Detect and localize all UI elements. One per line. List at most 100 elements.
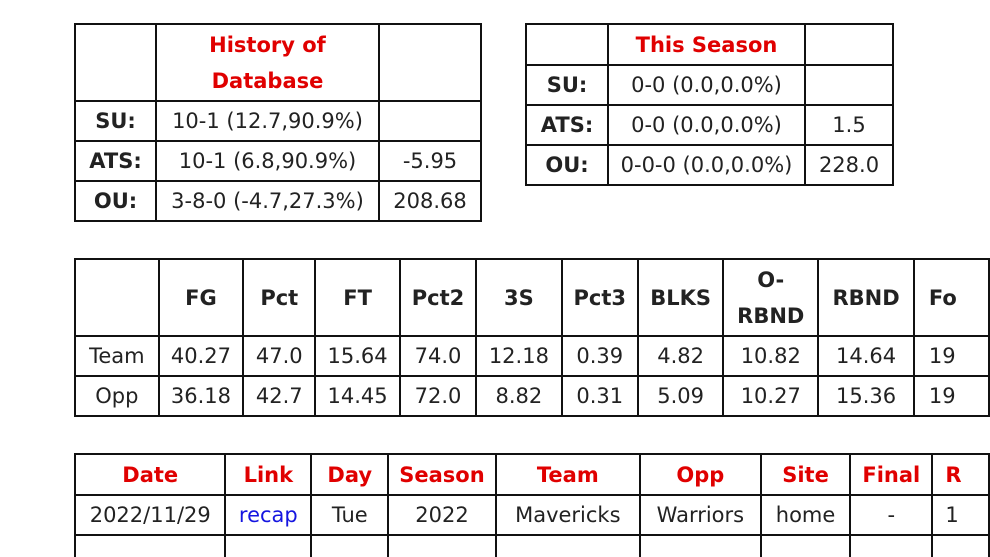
game-site: home [759,494,852,536]
extra-value [804,64,894,106]
stat-cell: 8.82 [475,375,563,417]
game-row: 114- [73,534,990,557]
orbnd-line1: O- [757,267,785,292]
game-r: 1 [931,494,990,536]
stat-cell: 10.27 [722,375,820,417]
stat-cell: 14.45 [314,375,401,417]
stat-cell: 0.31 [560,375,639,417]
stats-row-label: Opp [74,375,160,417]
history-title-line1: History of [209,32,326,57]
record-value: 0-0-0 (0.0,0.0%) [607,144,806,186]
history-title: History of Database [155,23,380,102]
history-table: History of Database SU: 10-1 (12.7,90.9%… [74,23,482,222]
game-day [310,534,390,557]
season-extra-header [804,23,894,66]
stat-cell: 74.0 [398,335,478,377]
game-r [931,534,990,557]
recap-link[interactable]: recap [224,494,313,536]
history-row-ou: OU: 3-8-0 (-4.7,27.3%) 208.68 [74,180,482,222]
games-header-final: Final [849,453,934,496]
row-label: ATS: [525,104,609,146]
game-day: Tue [310,494,390,536]
stats-header-blks: BLKS [636,258,725,337]
games-header-season: Season [387,453,497,496]
stats-header-rbnd: RBND [817,258,915,337]
stats-header-ft: FT [314,258,401,337]
orbnd-line2: RBND [737,303,805,328]
stat-cell: 40.27 [157,335,245,377]
season-table: This Season SU: 0-0 (0.0,0.0%) ATS: 0-0 … [525,23,894,186]
row-label: SU: [525,64,609,106]
games-header-day: Day [310,453,390,496]
season-title: This Season [607,23,806,66]
stat-cell: 14.64 [817,335,915,377]
stats-row-label: Team [74,335,160,377]
games-header-opp: Opp [638,453,762,496]
record-value: 10-1 (12.7,90.9%) [155,100,380,142]
stat-cell: 5.09 [636,375,725,417]
season-row-su: SU: 0-0 (0.0,0.0%) [525,64,894,106]
recap-link [224,534,313,557]
stats-header-fo: Fo [912,258,990,337]
game-final: - [849,494,934,536]
stats-header-3s: 3S [475,258,563,337]
stats-header-row: FG Pct FT Pct2 3S Pct3 BLKS O- RBND RBND… [74,258,990,337]
history-title-line2: Database [211,68,324,93]
game-team [494,534,641,557]
record-value: 10-1 (6.8,90.9%) [155,140,380,182]
extra-value: 208.68 [378,180,482,222]
stat-cell: 4.82 [636,335,725,377]
game-date: 2022/11/29 [73,494,227,536]
row-label: SU: [74,100,157,142]
season-row-ats: ATS: 0-0 (0.0,0.0%) 1.5 [525,104,894,146]
stat-cell: 0.39 [560,335,639,377]
row-label: OU: [525,144,609,186]
row-label: ATS: [74,140,157,182]
history-extra-header [378,23,482,102]
game-site [759,534,852,557]
record-value: 0-0 (0.0,0.0%) [607,104,806,146]
stats-header-pct3: Pct3 [560,258,639,337]
row-label: OU: [74,180,157,222]
stats-row-opp: Opp 36.18 42.7 14.45 72.0 8.82 0.31 5.09… [74,375,990,417]
season-row-ou: OU: 0-0-0 (0.0,0.0%) 228.0 [525,144,894,186]
stat-cell: 47.0 [242,335,317,377]
stat-cell: 72.0 [398,375,478,417]
history-row-su: SU: 10-1 (12.7,90.9%) [74,100,482,142]
stat-cell: 15.36 [817,375,915,417]
game-season [387,534,497,557]
stat-cell: 36.18 [157,375,245,417]
game-season: 2022 [387,494,497,536]
games-header-site: Site [759,453,852,496]
stats-header-pct: Pct [242,258,317,337]
stats-row-team: Team 40.27 47.0 15.64 74.0 12.18 0.39 4.… [74,335,990,377]
game-final-cell: 114- [849,534,934,557]
stats-table: FG Pct FT Pct2 3S Pct3 BLKS O- RBND RBND… [74,258,990,417]
stats-header-orbnd: O- RBND [722,258,820,337]
stat-cell: 12.18 [475,335,563,377]
extra-value: 1.5 [804,104,894,146]
game-opp [638,534,762,557]
stats-header-fg: FG [157,258,245,337]
games-header-link: Link [224,453,313,496]
stat-cell: 10.82 [722,335,820,377]
game-team: Mavericks [494,494,641,536]
game-final: 114- [851,536,931,557]
games-header-team: Team [494,453,641,496]
stat-cell: 42.7 [242,375,317,417]
season-corner-cell [525,23,609,66]
game-date [73,534,227,557]
stats-corner-cell [74,258,160,337]
history-corner-cell [74,23,157,102]
games-header-date: Date [73,453,227,496]
record-value: 0-0 (0.0,0.0%) [607,64,806,106]
extra-value: -5.95 [378,140,482,182]
record-value: 3-8-0 (-4.7,27.3%) [155,180,380,222]
game-row: 2022/11/29 recap Tue 2022 Mavericks Warr… [73,494,990,536]
stat-cell: 19 [912,335,990,377]
history-row-ats: ATS: 10-1 (6.8,90.9%) -5.95 [74,140,482,182]
games-header-row: Date Link Day Season Team Opp Site Final… [73,453,990,496]
stats-header-pct2: Pct2 [398,258,478,337]
extra-value [378,100,482,142]
stat-cell: 19 [912,375,990,417]
